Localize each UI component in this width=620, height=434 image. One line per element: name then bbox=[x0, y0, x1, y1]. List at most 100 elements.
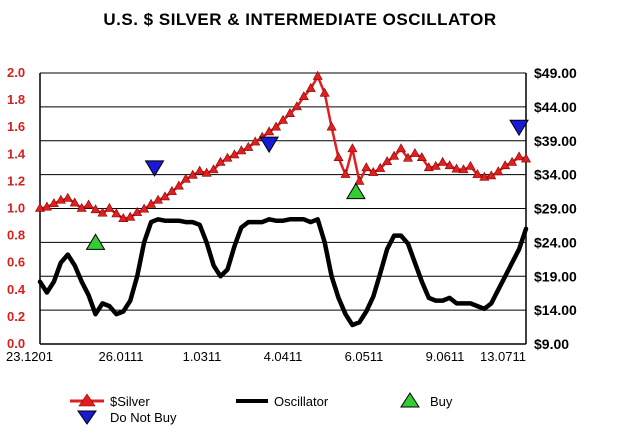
silver-data-point bbox=[118, 213, 129, 222]
series bbox=[34, 70, 532, 328]
silver-data-point bbox=[166, 185, 177, 195]
x-tick-label: 6.0511 bbox=[345, 349, 384, 364]
silver-data-point bbox=[493, 166, 504, 176]
do-not-buy-signal-marker bbox=[509, 119, 529, 137]
silver-data-point bbox=[458, 164, 469, 174]
silver-data-point bbox=[236, 145, 247, 155]
x-tick-label: 26.0111 bbox=[98, 349, 143, 364]
silver-data-point bbox=[305, 82, 316, 92]
buy-signal-marker bbox=[346, 182, 366, 200]
silver-data-point bbox=[340, 169, 351, 178]
right-tick-label: $29.00 bbox=[534, 201, 577, 217]
silver-data-point bbox=[389, 150, 400, 160]
silver-data-point bbox=[159, 191, 170, 201]
legend-label: $Silver bbox=[110, 394, 150, 409]
right-tick-label: $9.00 bbox=[534, 336, 569, 352]
silver-data-point bbox=[333, 152, 344, 161]
x-tick-label: 4.0411 bbox=[264, 349, 303, 364]
silver-data-point bbox=[396, 143, 407, 153]
silver-data-point bbox=[132, 206, 143, 216]
left-tick-label: 0.0 bbox=[7, 336, 25, 351]
do-not-buy-signal-marker bbox=[259, 136, 279, 154]
silver-data-point bbox=[382, 156, 393, 166]
silver-data-point bbox=[271, 121, 282, 131]
silver-data-point bbox=[361, 162, 372, 172]
silver-data-point bbox=[173, 180, 184, 190]
silver-data-point bbox=[90, 204, 101, 214]
silver-data-point bbox=[479, 171, 490, 181]
buy-signal-marker bbox=[85, 233, 106, 250]
silver-data-point bbox=[298, 91, 309, 101]
silver-data-point bbox=[291, 101, 302, 111]
silver-data-point bbox=[41, 201, 52, 211]
legend-label: Do Not Buy bbox=[110, 410, 177, 425]
left-tick-label: 0.8 bbox=[7, 228, 25, 243]
left-tick-label: 1.4 bbox=[7, 146, 26, 161]
silver-data-point bbox=[104, 202, 115, 212]
silver-data-point bbox=[347, 143, 358, 153]
x-tick-label: 13.0711 bbox=[480, 349, 526, 364]
left-tick-label: 1.8 bbox=[7, 92, 25, 107]
right-tick-label: $19.00 bbox=[534, 268, 577, 284]
legend-buy-swatch bbox=[400, 392, 420, 408]
right-tick-label: $44.00 bbox=[534, 99, 577, 115]
oscillator-line bbox=[37, 217, 529, 328]
right-axis-ticks: $9.00 $14.00 $19.00 $24.00 $29.00 $34.00 $39.0… bbox=[534, 65, 577, 352]
silver-data-point bbox=[423, 162, 434, 172]
silver-data-point bbox=[319, 87, 330, 97]
left-tick-label: 0.4 bbox=[7, 282, 26, 297]
silver-data-point bbox=[83, 199, 94, 209]
silver-data-point bbox=[375, 162, 386, 172]
right-tick-label: $39.00 bbox=[534, 133, 577, 149]
left-tick-label: 0.6 bbox=[7, 255, 25, 270]
silver-data-point bbox=[451, 163, 462, 173]
x-tick-label: 9.0611 bbox=[426, 349, 465, 364]
silver-data-point bbox=[48, 198, 59, 208]
right-tick-label: $34.00 bbox=[534, 167, 577, 183]
silver-data-point bbox=[444, 160, 455, 170]
silver-data-point bbox=[125, 211, 136, 221]
right-tick-label: $24.00 bbox=[534, 234, 577, 250]
silver-data-point bbox=[277, 114, 289, 124]
left-tick-label: 0.2 bbox=[7, 309, 25, 324]
silver-data-point bbox=[34, 202, 46, 212]
left-axis-ticks: 0.0 0.2 0.4 0.6 0.8 1.0 1.2 1.4 1.6 1.8 2.0 bbox=[7, 65, 26, 351]
legend: $Silver Oscillator Buy Do Not Buy bbox=[70, 392, 453, 425]
silver-data-point bbox=[153, 194, 164, 204]
silver-data-point bbox=[437, 156, 448, 166]
do-not-buy-signal-marker bbox=[144, 160, 165, 177]
silver-data-point bbox=[520, 153, 532, 163]
x-tick-label: 1.0311 bbox=[183, 349, 222, 364]
silver-data-point bbox=[139, 203, 150, 213]
silver-data-point bbox=[194, 165, 205, 175]
signals bbox=[85, 119, 529, 250]
silver-data-point bbox=[243, 141, 254, 151]
silver-data-point bbox=[354, 175, 365, 185]
silver-data-point bbox=[402, 152, 413, 162]
silver-data-point bbox=[201, 167, 212, 177]
silver-data-point bbox=[312, 70, 323, 80]
legend-do-not-buy-swatch bbox=[77, 410, 97, 425]
silver-data-point bbox=[465, 160, 476, 170]
silver-data-point bbox=[409, 148, 420, 157]
silver-data-point bbox=[507, 156, 518, 166]
silver-data-point bbox=[97, 207, 108, 217]
silver-data-point bbox=[111, 208, 122, 218]
silver-data-point bbox=[284, 108, 295, 117]
x-tick-label: 23.1201 bbox=[6, 349, 53, 364]
legend-label: Oscillator bbox=[274, 394, 329, 409]
silver-data-point bbox=[62, 192, 73, 202]
silver-data-point bbox=[472, 169, 483, 178]
silver-data-point bbox=[416, 152, 427, 161]
silver-data-point bbox=[69, 197, 80, 207]
right-tick-label: $14.00 bbox=[534, 302, 577, 318]
silver-data-point bbox=[76, 202, 87, 212]
silver-data-point bbox=[326, 121, 337, 131]
legend-label: Buy bbox=[430, 394, 453, 409]
left-tick-label: 1.6 bbox=[7, 119, 25, 134]
silver-data-point bbox=[222, 152, 233, 162]
silver-data-point bbox=[264, 126, 275, 136]
x-axis-ticks: 23.1201 26.0111 1.0311 4.0411 6.0511 9.0611 13… bbox=[6, 349, 526, 364]
silver-data-point bbox=[500, 160, 511, 170]
